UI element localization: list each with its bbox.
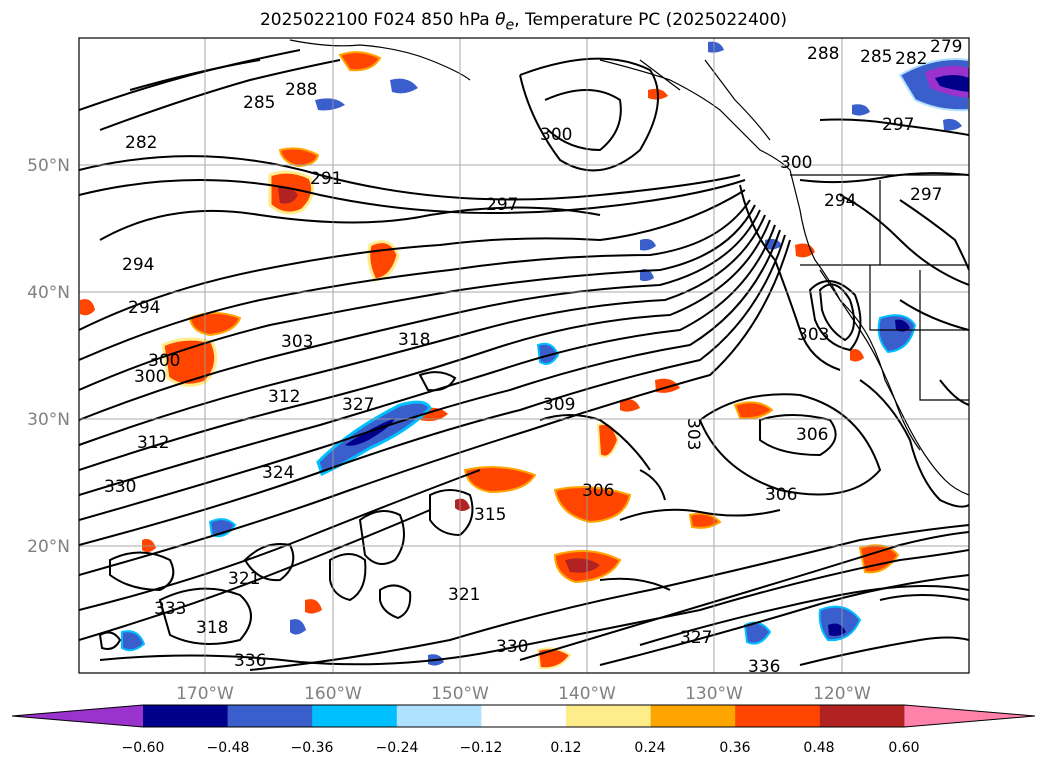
contour-label: 279 (930, 37, 962, 57)
colorbar-tick-label: −0.36 (291, 740, 334, 756)
lon-label: 160°W (304, 684, 362, 704)
contour-label: 297 (910, 185, 942, 205)
contour-label: 315 (474, 505, 506, 525)
contour-label: 300 (540, 125, 572, 145)
map-frame (78, 37, 970, 674)
lon-label: 170°W (176, 684, 234, 704)
contour-label: 321 (228, 569, 260, 589)
colorbar-swatch (312, 705, 398, 727)
contour-label: 294 (824, 191, 856, 211)
contour-label: 318 (196, 618, 228, 638)
contour-label: 306 (796, 425, 828, 445)
contour-label: 288 (285, 80, 317, 100)
colorbar-tick-labels: −0.60 −0.48 −0.36 −0.24 −0.12 0.12 0.24 … (122, 740, 920, 756)
contour-label: 336 (234, 651, 266, 671)
colorbar-swatch (735, 705, 821, 727)
lon-label: 150°W (431, 684, 489, 704)
map-gridlines (79, 38, 969, 673)
contour-label: 324 (262, 463, 294, 483)
contour-label: 282 (895, 49, 927, 69)
colorbar-tick-label: −0.48 (207, 740, 250, 756)
temperature-pc-shading (80, 41, 969, 670)
colorbar-swatch (481, 705, 567, 727)
contour-label: 306 (765, 485, 797, 505)
contour-label: 291 (310, 169, 342, 189)
colorbar-tick-label: −0.60 (122, 740, 165, 756)
contour-label: 297 (486, 195, 518, 215)
colorbar-swatch (819, 705, 905, 727)
contour-label: 330 (104, 477, 136, 497)
contour-label: 312 (268, 387, 300, 407)
lon-label: 140°W (558, 684, 616, 704)
lat-label: 30°N (27, 410, 70, 430)
contour-label: 300 (780, 153, 812, 173)
colorbar-swatch (396, 705, 482, 727)
contour-label: 330 (496, 637, 528, 657)
colorbar-tick-label: 0.24 (634, 740, 665, 756)
contour-label: 294 (122, 255, 154, 275)
contour-label: 327 (680, 628, 712, 648)
contour-label: 300 (148, 351, 180, 371)
colorbar-swatch (143, 705, 229, 727)
colorbar-swatch (650, 705, 736, 727)
colorbar-extend-high (904, 705, 1035, 727)
contour-label: 303 (797, 325, 829, 345)
contour-label: 306 (582, 481, 614, 501)
contour-label: 288 (807, 44, 839, 64)
contour-label: 300 (134, 367, 166, 387)
colorbar-tick-label: 0.36 (719, 740, 750, 756)
lon-label: 130°W (685, 684, 743, 704)
colorbar-extend-low (12, 705, 143, 727)
colorbar: −0.60 −0.48 −0.36 −0.24 −0.12 0.12 0.24 … (11, 704, 1036, 756)
map-title: 2025022100 F024 850 hPa θe, Temperature … (259, 10, 788, 34)
lon-label: 120°W (813, 684, 871, 704)
contour-label: 327 (342, 395, 374, 415)
contour-label: 318 (398, 330, 430, 350)
contour-label: 282 (125, 133, 157, 153)
contour-label: 333 (154, 599, 186, 619)
coastline (289, 39, 969, 496)
contour-label: 336 (748, 657, 780, 677)
contour-label: 309 (543, 395, 575, 415)
latitude-labels: 50°N 40°N 30°N 20°N (27, 156, 70, 557)
colorbar-swatches (11, 704, 1036, 728)
contour-label: 321 (448, 585, 480, 605)
colorbar-tick-label: 0.60 (888, 740, 919, 756)
colorbar-swatch (566, 705, 652, 727)
colorbar-outline (11, 704, 1036, 728)
contour-label: 285 (860, 47, 892, 67)
contour-label: 294 (128, 298, 160, 318)
colorbar-tick-label: −0.24 (376, 740, 419, 756)
colorbar-tick-label: −0.12 (460, 740, 503, 756)
colorbar-tick-label: 0.12 (550, 740, 581, 756)
lat-label: 50°N (27, 156, 70, 176)
contour-label: 303 (683, 418, 703, 450)
contour-label: 285 (243, 93, 275, 113)
theta-e-contours (79, 49, 969, 671)
colorbar-swatch (227, 705, 313, 727)
contour-label: 312 (137, 433, 169, 453)
colorbar-tick-label: 0.48 (803, 740, 834, 756)
lat-label: 20°N (27, 537, 70, 557)
longitude-labels: 170°W 160°W 150°W 140°W 130°W 120°W (176, 684, 871, 704)
contour-labels: 288 285 282 279 282 285 288 291 294 294 … (104, 37, 962, 677)
contour-label: 303 (281, 332, 313, 352)
lat-label: 40°N (27, 283, 70, 303)
contour-label: 297 (882, 115, 914, 135)
